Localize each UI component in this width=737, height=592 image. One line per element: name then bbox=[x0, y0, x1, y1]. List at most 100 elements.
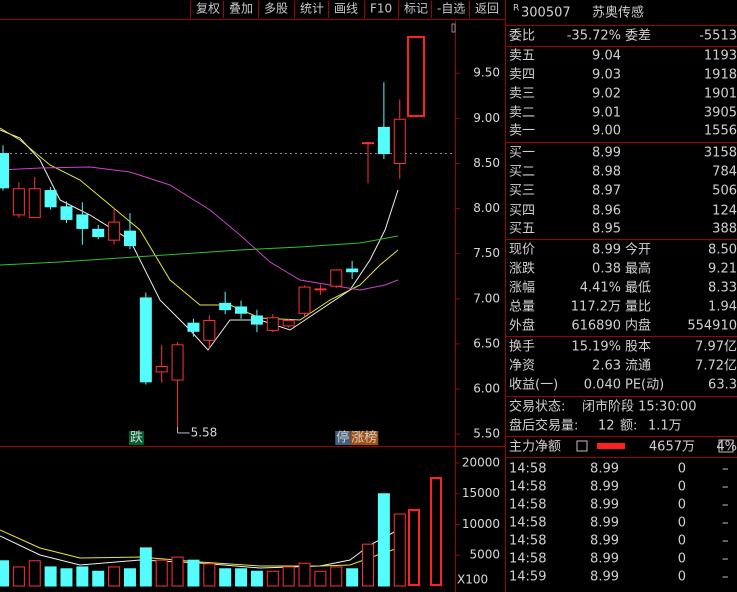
order-label: 买三 bbox=[509, 184, 535, 199]
order-label: 买五 bbox=[509, 222, 535, 237]
value: -5513 bbox=[699, 29, 737, 44]
quote-value: 8.99 bbox=[592, 243, 621, 258]
trade-volume: 0 bbox=[678, 498, 686, 513]
order-price: 9.01 bbox=[592, 106, 621, 121]
candle-body bbox=[282, 319, 295, 327]
trade-time: 14:59 bbox=[509, 570, 546, 585]
trade-volume: 0 bbox=[678, 480, 686, 495]
toolbar-button[interactable]: F10 bbox=[370, 2, 392, 16]
status-label: 交易状态: bbox=[509, 399, 565, 415]
candle-body bbox=[44, 190, 57, 208]
candle-body bbox=[203, 319, 216, 341]
y-tick-label: 8.00 bbox=[473, 201, 500, 215]
trade-volume: 0 bbox=[678, 462, 686, 477]
volume-bar bbox=[108, 566, 121, 587]
quote-label: 最高 bbox=[625, 261, 651, 277]
candle-body bbox=[393, 118, 406, 164]
y-tick-label: 9.50 bbox=[473, 66, 500, 80]
menu-icon[interactable] bbox=[576, 440, 588, 452]
trade-price: 8.99 bbox=[590, 462, 619, 477]
order-volume: 1193 bbox=[704, 49, 737, 64]
order-price: 9.04 bbox=[592, 49, 621, 64]
toolbar-button[interactable]: 复权 bbox=[196, 2, 220, 16]
candle-body bbox=[171, 344, 184, 381]
trade-flag: – bbox=[722, 570, 729, 585]
quote-value: 2.63 bbox=[592, 359, 621, 374]
scroll-handle[interactable] bbox=[451, 23, 456, 33]
candle-body bbox=[266, 317, 279, 331]
quote-label: 涨幅 bbox=[509, 281, 535, 296]
toolbar-button[interactable]: 叠加 bbox=[229, 2, 253, 16]
badge: R bbox=[513, 4, 519, 14]
toolbar-button[interactable]: 返回 bbox=[475, 2, 499, 16]
quote-value: 7.97亿 bbox=[695, 340, 737, 355]
order-label: 卖一 bbox=[509, 124, 535, 139]
main-force-value: 4657万 bbox=[649, 440, 695, 455]
trade-flag: – bbox=[722, 534, 729, 549]
y-tick-label: 5.50 bbox=[473, 427, 500, 441]
trade-price: 8.99 bbox=[590, 552, 619, 567]
quote-value: 117.2万 bbox=[571, 300, 621, 315]
volume-bar bbox=[203, 563, 216, 587]
toolbar-button[interactable]: 画线 bbox=[334, 2, 358, 16]
volume-bar bbox=[266, 570, 279, 587]
y-tick-label: 7.50 bbox=[473, 246, 500, 260]
label: 委比 bbox=[509, 29, 535, 44]
toolbar-button[interactable]: 统计 bbox=[300, 2, 324, 16]
toolbar-button[interactable]: 多股 bbox=[264, 2, 288, 16]
after-hours-label: 盘后交易量: bbox=[509, 418, 578, 434]
annotation: 停 bbox=[336, 430, 349, 446]
quote-value: 1.94 bbox=[708, 300, 737, 315]
quote-value: 63.3 bbox=[708, 378, 737, 393]
quote-label: PE(动) bbox=[625, 378, 664, 393]
candle-body bbox=[60, 206, 73, 220]
candle-body bbox=[139, 297, 152, 383]
annotation-bg bbox=[350, 431, 379, 445]
annotation-bg bbox=[128, 431, 144, 445]
quote-label: 量比 bbox=[625, 300, 651, 315]
candle-body bbox=[108, 221, 121, 241]
chart-icon[interactable] bbox=[718, 439, 734, 453]
stock-code: 300507 bbox=[521, 6, 571, 21]
candle-body bbox=[362, 142, 375, 145]
volume-bar bbox=[139, 547, 152, 587]
after-hours-amount: 1.1万 bbox=[648, 419, 682, 434]
quote-value: 9.21 bbox=[708, 262, 737, 277]
quote-label: 总量 bbox=[509, 300, 535, 315]
toolbar-button[interactable]: -自选 bbox=[437, 2, 465, 16]
volume-bar bbox=[28, 560, 41, 587]
quote-label: 涨跌 bbox=[509, 261, 535, 277]
volume-bar bbox=[235, 568, 248, 587]
y-tick-label: 5000 bbox=[469, 548, 500, 562]
volume-bar bbox=[171, 556, 184, 587]
order-volume: 1556 bbox=[704, 124, 737, 139]
volume-bar bbox=[187, 559, 200, 587]
volume-bar bbox=[346, 568, 359, 587]
quote-value: 15.19% bbox=[571, 340, 621, 355]
trade-flag: – bbox=[722, 516, 729, 531]
volume-bar bbox=[362, 543, 375, 587]
trade-flag: – bbox=[722, 498, 729, 513]
candle-body bbox=[92, 228, 105, 238]
order-volume: 388 bbox=[712, 222, 737, 237]
candle-body bbox=[298, 286, 311, 314]
quote-value: 8.50 bbox=[708, 243, 737, 258]
trade-time: 14:58 bbox=[509, 498, 546, 513]
order-volume: 784 bbox=[712, 165, 737, 180]
order-label: 买一 bbox=[509, 146, 535, 161]
toolbar-button[interactable]: 标记 bbox=[404, 2, 428, 16]
order-price: 8.97 bbox=[592, 184, 621, 199]
annotation: 涨榜 bbox=[351, 430, 377, 446]
stock-name: 苏奥传感 bbox=[592, 5, 644, 21]
candle-body bbox=[187, 322, 200, 332]
volume-bar bbox=[298, 562, 311, 587]
order-volume: 3158 bbox=[704, 146, 737, 161]
y-tick-label: 8.50 bbox=[473, 156, 500, 170]
y-tick-label: 10000 bbox=[462, 517, 500, 531]
order-volume: 3905 bbox=[704, 106, 737, 121]
order-price: 9.02 bbox=[592, 87, 621, 102]
quote-value: 8.33 bbox=[708, 281, 737, 296]
moving-averages bbox=[0, 127, 399, 351]
